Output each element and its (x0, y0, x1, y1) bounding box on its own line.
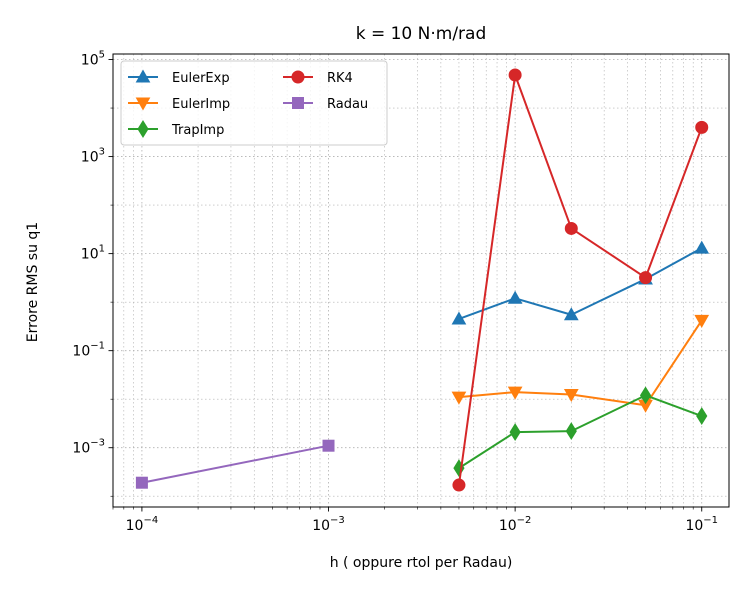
legend-label-trapimp: TrapImp (171, 123, 224, 138)
series-rk4 (452, 68, 709, 492)
data-point-eulerimp (694, 314, 710, 328)
y-tick-label: 10−3 (72, 438, 105, 457)
y-axis-label: Errore RMS su q1 (25, 222, 41, 342)
data-point-eulerimp (507, 386, 523, 400)
data-point-radau (135, 476, 148, 489)
data-point-eulerexp (507, 290, 523, 304)
y-tick-label: 103 (81, 147, 105, 166)
data-point-trapimp (565, 422, 577, 441)
y-tick-label: 105 (81, 50, 105, 69)
data-point-rk4 (564, 221, 578, 235)
y-tick-base: 10 (81, 247, 99, 263)
x-tick-label: 10−2 (499, 515, 532, 534)
x-tick-label: 10−4 (126, 515, 159, 534)
data-point-rk4 (508, 68, 522, 82)
x-tick-exponent: −2 (517, 515, 532, 526)
legend-marker-eulerimp (135, 97, 151, 111)
legend-entry-rk4: RK4 (283, 70, 353, 86)
data-point-trapimp (509, 423, 521, 442)
y-tick-base: 10 (72, 441, 90, 457)
data-point-trapimp (639, 386, 652, 405)
y-tick-exponent: −3 (90, 438, 105, 449)
x-tick-exponent: −4 (143, 515, 158, 526)
legend-entry-eulerimp: EulerImp (128, 97, 230, 112)
y-tick-label: 101 (81, 244, 105, 263)
series-eulerimp (451, 314, 710, 413)
legend-marker-radau (292, 97, 304, 109)
y-tick-exponent: 5 (99, 50, 105, 61)
series-line-radau (141, 444, 329, 484)
y-tick-base: 10 (72, 344, 90, 360)
legend-label-eulerexp: EulerExp (172, 71, 230, 86)
data-point-eulerexp (694, 240, 710, 254)
series-layer (135, 68, 710, 492)
data-point-rk4 (452, 478, 466, 492)
chart-title: k = 10 N·m/rad (356, 24, 487, 44)
grid (112, 54, 729, 507)
x-tick-label: 10−3 (312, 515, 345, 534)
legend-entry-radau: Radau (283, 97, 368, 112)
x-tick-base: 10 (126, 518, 144, 534)
x-tick-label: 10−1 (685, 515, 718, 534)
y-tick-base: 10 (81, 150, 99, 166)
x-tick-base: 10 (499, 518, 517, 534)
legend-label-radau: Radau (327, 97, 368, 112)
data-point-rk4 (695, 120, 709, 134)
y-tick-exponent: 1 (99, 244, 105, 255)
y-tick-base: 10 (81, 53, 99, 69)
legend-marker-trapimp (137, 120, 149, 138)
data-point-trapimp (696, 407, 708, 425)
data-point-eulerexp (563, 307, 579, 321)
y-tick-exponent: −1 (90, 341, 105, 352)
x-tick-exponent: −3 (330, 515, 345, 526)
data-point-eulerimp (563, 388, 579, 403)
y-tick-label: 10−1 (72, 341, 105, 360)
plot-frame (112, 53, 730, 508)
x-tick-base: 10 (685, 518, 703, 534)
legend-entry-eulerexp: EulerExp (128, 69, 230, 86)
legend-marker-rk4 (291, 70, 305, 84)
data-point-radau (322, 439, 335, 452)
data-point-eulerexp (451, 311, 467, 325)
legend-entry-trapimp: TrapImp (128, 120, 224, 138)
x-tick-base: 10 (312, 518, 330, 534)
data-point-rk4 (639, 271, 653, 285)
data-point-eulerimp (451, 391, 467, 405)
y-tick-exponent: 3 (99, 147, 105, 158)
legend: EulerExp EulerImp TrapImp RK4 Radau (120, 60, 388, 146)
legend-label-eulerimp: EulerImp (172, 97, 230, 112)
legend-marker-eulerexp (135, 69, 151, 83)
legend-frame (120, 60, 388, 146)
legend-label-rk4: RK4 (327, 71, 353, 86)
x-axis-label: h ( oppure rtol per Radau) (330, 555, 513, 571)
series-radau (135, 439, 335, 489)
x-tick-exponent: −1 (703, 515, 718, 526)
